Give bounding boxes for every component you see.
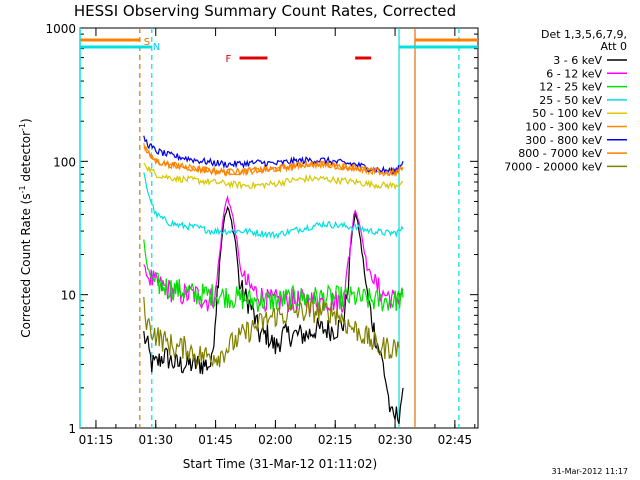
series-lines [143,135,404,424]
footer-date: 31-Mar-2012 11:17 [552,467,629,476]
x-axis-label: Start Time (31-Mar-12 01:11:02) [183,457,377,471]
series-line-6 [143,135,404,175]
y-axis-label-mid: detector [19,131,33,186]
plot-area: S N F [79,27,479,429]
x-tick-label: 02:00 [258,433,293,447]
y-tick-label: 10 [61,289,76,303]
y-axis-label-sup2: -1 [18,123,27,131]
legend-header-line2: Att 0 [601,40,627,53]
y-axis-label: Corrected Count Rate (s-1 detector-1) [18,118,33,337]
flag-f-label: F [226,54,232,65]
axis-ticks [80,27,478,429]
flag-markers: S N F [144,37,372,65]
y-axis-label-main: Corrected Count Rate (s [19,193,33,337]
legend-header-line1: Det 1,3,5,6,7,9, [541,28,627,41]
legend-label: 25 - 50 keV [539,94,602,107]
legend-label: 6 - 12 keV [546,67,602,80]
y-tick-label: 100 [53,155,76,169]
legend-label: 100 - 300 keV [525,121,602,134]
series-line-7 [143,145,404,178]
series-line-8 [143,296,400,368]
legend-label: 7000 - 20000 keV [504,160,602,173]
flag-n-label: N [153,42,160,53]
x-tick-label: 01:15 [79,433,114,447]
legend-label: 3 - 6 keV [553,54,602,67]
vertical-markers [79,28,478,428]
y-tick-label: 1000 [45,22,76,36]
flag-s-label: S [144,37,150,48]
series-line-4 [143,162,404,191]
series-line-2 [143,239,404,313]
series-line-3 [143,172,404,240]
y-tick-labels: 1 10 100 1000 [45,22,76,436]
x-tick-label: 01:45 [198,433,233,447]
y-axis-label-end: ) [19,118,33,123]
x-tick-label: 02:15 [318,433,353,447]
legend-label: 12 - 25 keV [539,81,602,94]
y-axis-label-sup1: -1 [18,185,27,193]
y-tick-label: 1 [68,422,76,436]
series-line-0 [143,205,404,424]
chart-title: HESSI Observing Summary Count Rates, Cor… [74,2,456,20]
legend-label: 800 - 7000 keV [518,147,602,160]
x-tick-label: 01:30 [138,433,173,447]
series-line-5 [143,143,404,177]
x-tick-label: 02:45 [438,433,473,447]
x-tick-labels: 01:15 01:30 01:45 02:00 02:15 02:30 02:45 [79,433,473,447]
series-line-1 [143,194,404,314]
legend-label: 300 - 800 keV [525,134,602,147]
legend-label: 50 - 100 keV [532,107,602,120]
x-tick-label: 02:30 [378,433,413,447]
